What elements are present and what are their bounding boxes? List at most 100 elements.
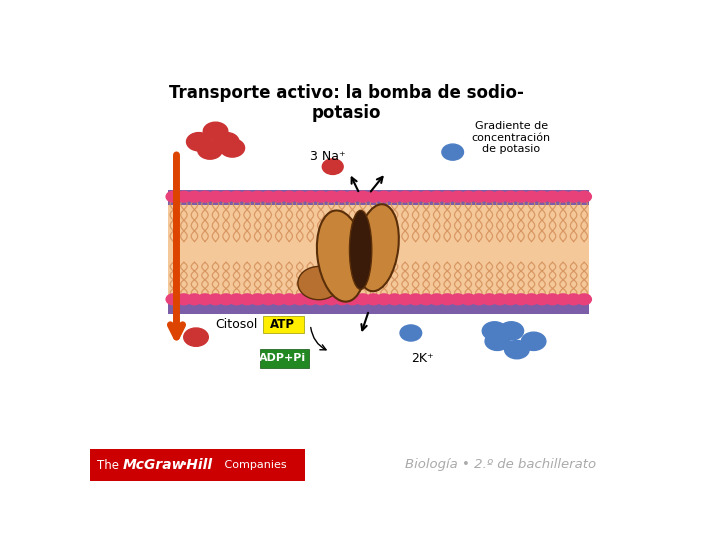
Circle shape (219, 294, 233, 305)
Bar (90, 449, 305, 481)
Circle shape (535, 191, 549, 202)
Circle shape (503, 191, 518, 202)
Circle shape (282, 191, 297, 202)
Circle shape (345, 294, 360, 305)
Circle shape (577, 191, 591, 202)
Circle shape (271, 191, 286, 202)
Circle shape (215, 133, 239, 151)
Circle shape (461, 294, 475, 305)
Circle shape (513, 191, 528, 202)
Ellipse shape (298, 266, 340, 300)
Circle shape (524, 191, 539, 202)
Circle shape (482, 191, 497, 202)
Circle shape (335, 294, 349, 305)
Circle shape (398, 191, 413, 202)
Ellipse shape (317, 211, 365, 302)
Circle shape (240, 191, 254, 202)
Circle shape (472, 294, 486, 305)
Circle shape (567, 191, 581, 202)
Circle shape (271, 294, 286, 305)
Circle shape (323, 159, 343, 174)
Text: Citosol: Citosol (215, 319, 258, 332)
Circle shape (198, 191, 212, 202)
Circle shape (303, 294, 318, 305)
Circle shape (220, 139, 245, 157)
Text: ·Hill: ·Hill (182, 458, 213, 472)
Circle shape (440, 191, 454, 202)
Bar (168, 205, 590, 299)
Circle shape (545, 294, 560, 305)
Circle shape (440, 294, 454, 305)
Circle shape (408, 294, 423, 305)
Circle shape (567, 294, 581, 305)
Text: ADP+Pi: ADP+Pi (259, 353, 306, 363)
Ellipse shape (349, 210, 372, 289)
Circle shape (461, 191, 475, 202)
Circle shape (198, 294, 212, 305)
Circle shape (535, 294, 549, 305)
Text: ATP: ATP (270, 318, 295, 331)
FancyBboxPatch shape (263, 316, 305, 333)
Circle shape (187, 191, 202, 202)
Text: Biología • 2.º de bachillerato: Biología • 2.º de bachillerato (405, 458, 596, 471)
Circle shape (208, 191, 222, 202)
Circle shape (356, 294, 370, 305)
Circle shape (292, 191, 307, 202)
Circle shape (292, 294, 307, 305)
Circle shape (230, 191, 244, 202)
Text: Gradiente de
concentración
de potasio: Gradiente de concentración de potasio (472, 121, 551, 154)
Circle shape (219, 191, 233, 202)
Text: 3 Na⁺: 3 Na⁺ (310, 150, 346, 163)
Circle shape (451, 294, 465, 305)
Bar (168, 299, 590, 314)
FancyBboxPatch shape (260, 349, 309, 368)
Circle shape (314, 191, 328, 202)
Circle shape (398, 294, 413, 305)
Circle shape (282, 294, 297, 305)
Circle shape (166, 191, 181, 202)
Circle shape (556, 294, 570, 305)
Bar (168, 190, 590, 205)
Circle shape (176, 294, 192, 305)
Circle shape (485, 332, 510, 350)
Circle shape (513, 294, 528, 305)
Circle shape (240, 294, 254, 305)
Circle shape (324, 191, 338, 202)
Circle shape (503, 294, 518, 305)
Circle shape (429, 294, 444, 305)
Circle shape (419, 294, 433, 305)
Circle shape (166, 294, 181, 305)
Circle shape (261, 294, 276, 305)
Circle shape (482, 322, 507, 340)
Circle shape (366, 191, 381, 202)
Circle shape (556, 191, 570, 202)
Circle shape (208, 294, 222, 305)
Circle shape (400, 325, 422, 341)
Circle shape (387, 191, 402, 202)
Circle shape (492, 191, 507, 202)
Circle shape (230, 294, 244, 305)
Circle shape (472, 191, 486, 202)
Text: 2K⁺: 2K⁺ (411, 352, 433, 365)
Circle shape (324, 294, 338, 305)
Circle shape (482, 294, 497, 305)
Circle shape (492, 294, 507, 305)
Circle shape (524, 294, 539, 305)
Circle shape (377, 294, 391, 305)
Circle shape (521, 332, 546, 350)
Circle shape (187, 294, 202, 305)
Circle shape (198, 141, 222, 159)
Circle shape (251, 191, 265, 202)
Circle shape (505, 341, 529, 359)
Circle shape (419, 191, 433, 202)
Circle shape (184, 328, 208, 346)
Circle shape (408, 191, 423, 202)
Circle shape (429, 191, 444, 202)
Circle shape (314, 294, 328, 305)
Text: Companies: Companies (221, 460, 287, 470)
Circle shape (335, 191, 349, 202)
Circle shape (186, 133, 211, 151)
Circle shape (377, 191, 391, 202)
Circle shape (176, 191, 192, 202)
Circle shape (356, 191, 370, 202)
